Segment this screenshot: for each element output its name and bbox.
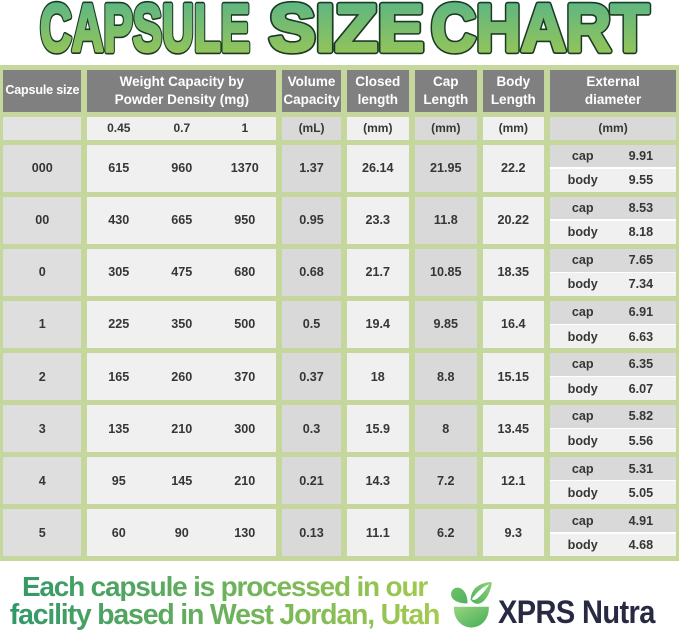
svg-text:CAPSULE: CAPSULE [40, 0, 250, 58]
svg-text:CHART: CHART [431, 0, 649, 58]
svg-text:SIZE: SIZE [269, 0, 424, 58]
svg-text:CHART: CHART [431, 0, 649, 58]
svg-text:CAPSULE: CAPSULE [40, 0, 250, 58]
svg-text:SIZE: SIZE [269, 0, 424, 58]
